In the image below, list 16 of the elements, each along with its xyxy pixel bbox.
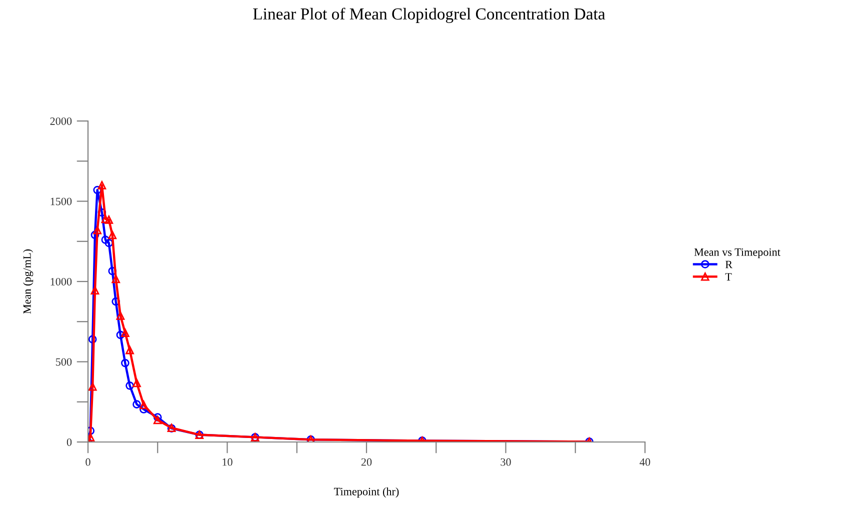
y-tick-label: 1500	[50, 198, 72, 206]
chart-title: Linear Plot of Mean Clopidogrel Concentration Data	[253, 8, 606, 24]
x-tick-label: 20	[361, 458, 372, 466]
y-tick-label: 2000	[50, 117, 72, 125]
x-tick-label: 40	[640, 458, 650, 466]
x-tick-label: 10	[222, 458, 232, 466]
x-axis-title: Timepoint (hr)	[334, 487, 399, 498]
y-tick-label: 0	[66, 438, 72, 446]
y-tick-label: 1000	[50, 278, 72, 286]
legend-label: T	[725, 273, 732, 280]
y-axis-title: Mean (pg/mL)	[23, 249, 34, 314]
legend-title: Mean vs Timepoint	[694, 248, 780, 258]
y-tick-label: 500	[56, 358, 72, 366]
x-tick-label: 0	[86, 458, 90, 466]
legend-label: R	[725, 260, 733, 268]
x-tick-label: 30	[500, 458, 511, 466]
